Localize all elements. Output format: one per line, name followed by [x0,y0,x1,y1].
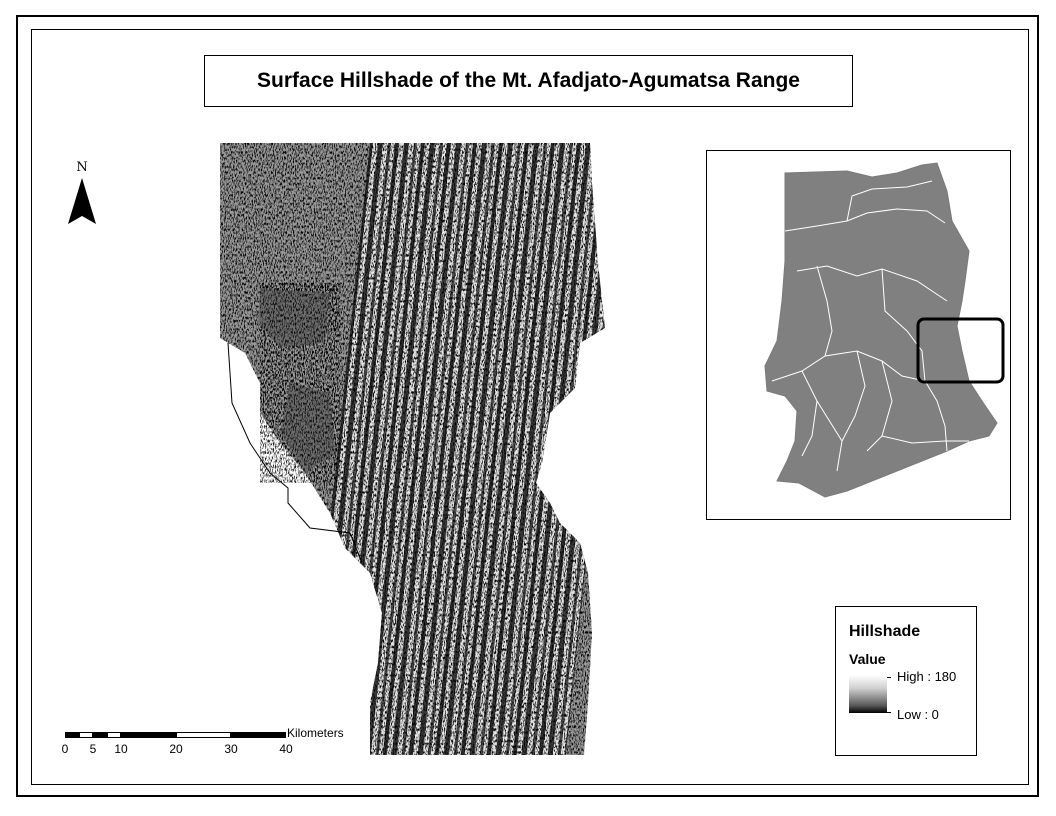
north-label: N [76,160,88,175]
study-area-box [916,317,1005,384]
scale-tick-label: 20 [169,742,183,756]
scale-segment [176,732,231,738]
ghana-locator-map [764,162,1005,498]
north-arrow-icon [68,178,96,224]
legend-low-label: Low : 0 [897,707,939,722]
scale-segment [79,732,93,738]
region-boundaries [771,180,969,472]
scale-segment [107,732,121,738]
legend-low-tick [887,712,891,713]
locator-inset-map [706,150,1011,520]
legend: Hillshade Value High : 180 Low : 0 [835,606,977,756]
scale-tick-label: 0 [61,742,69,756]
scale-segment [231,732,286,738]
scale-segment [93,732,107,738]
hillshade-map [220,143,605,755]
scale-tick-label: 30 [224,742,238,756]
scale-segment [121,732,176,738]
scale-tick-label: 10 [114,742,128,756]
map-inner-frame [31,29,1029,785]
scale-tick-label: 5 [89,742,97,756]
country-shape [764,162,998,498]
scale-tick-label: 40 [279,742,293,756]
scale-segment [65,732,79,738]
north-arrow: N [64,160,100,230]
hillshade-raster [220,143,605,755]
map-outer-frame [16,15,1039,797]
legend-high-label: High : 180 [897,669,957,684]
legend-subtitle: Value [849,651,886,667]
scale-units: Kilometers [287,726,344,740]
map-title-box: Surface Hillshade of the Mt. Afadjato-Ag… [204,55,853,107]
map-title: Surface Hillshade of the Mt. Afadjato-Ag… [257,69,800,92]
legend-high-tick [887,677,891,678]
legend-color-ramp [849,675,887,713]
legend-title: Hillshade [849,623,921,640]
scale-bar: Kilometers 0 5 10 20 30 40 [61,726,362,758]
